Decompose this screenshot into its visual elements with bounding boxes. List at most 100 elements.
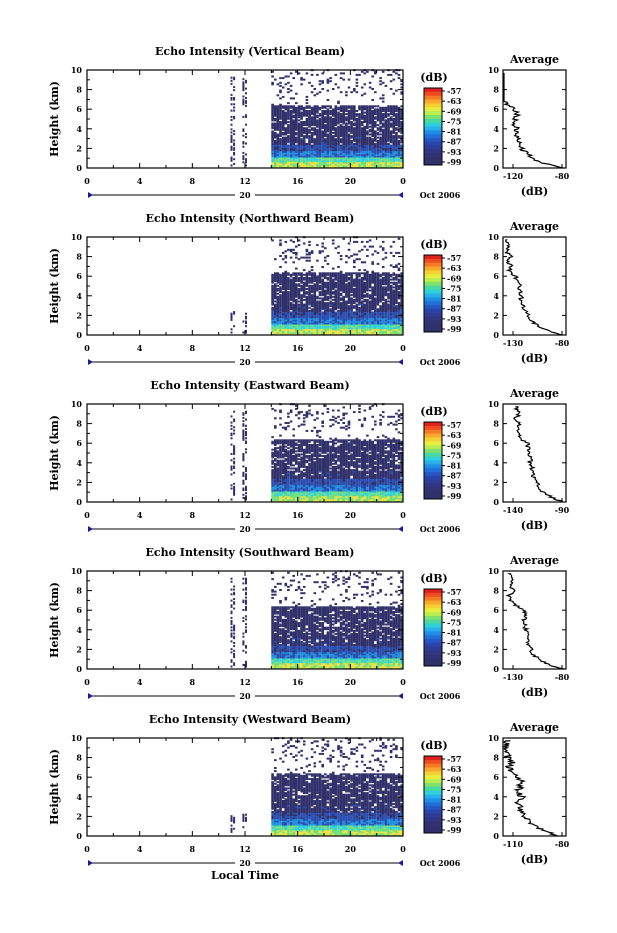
heatmap-cell [233, 430, 235, 432]
heatmap-cell [231, 146, 233, 148]
heatmap-cell [231, 488, 233, 490]
colorbar-band [424, 267, 442, 271]
heatmap-cell [306, 411, 309, 413]
colorbar-band [424, 286, 442, 290]
heatmap-cell [364, 246, 367, 248]
heatmap-cell [279, 439, 282, 441]
heatmap-cell [233, 483, 235, 485]
heatmap-cell [345, 113, 348, 115]
x-tick-label: 16 [292, 343, 304, 353]
heatmap-cell [337, 112, 340, 114]
heatmap-cell [385, 107, 388, 109]
heatmap-cell [306, 105, 309, 107]
heatmap-cell [332, 135, 335, 137]
heatmap-cell [245, 88, 247, 90]
heatmap-cell [316, 129, 319, 131]
heatmap-cell [348, 126, 351, 128]
y-tick-label: 2 [76, 143, 82, 153]
heatmap-cell [285, 439, 288, 441]
heatmap-cell [245, 325, 247, 327]
heatmap-cell [374, 116, 377, 118]
avg-y-tick-label: 0 [493, 330, 499, 340]
heatmap-cell [298, 425, 301, 427]
heatmap-cell [282, 439, 285, 441]
colorbar-tick-label: -93 [447, 314, 462, 324]
heatmap-cell [393, 135, 396, 137]
heatmap-cell [335, 74, 338, 76]
heatmap-cell [233, 461, 235, 463]
panel-title: Echo Intensity (Vertical Beam) [155, 45, 345, 58]
heatmap-cell [332, 302, 335, 304]
heatmap-cell [348, 79, 351, 81]
heatmap-cells [231, 69, 404, 168]
y-tick-label: 0 [76, 163, 82, 173]
heatmap-cell [245, 428, 247, 430]
heatmap-cell [353, 105, 356, 107]
heatmap-cell [369, 87, 372, 89]
heatmap-cell [287, 91, 290, 93]
heatmap-cell [327, 263, 330, 265]
heatmap-cell [274, 425, 277, 427]
heatmap-cell [298, 119, 301, 121]
colorbar-band [424, 305, 442, 309]
avg-y-tick-label: 6 [493, 104, 499, 114]
colorbar-tick-label: -57 [447, 86, 461, 96]
heatmap-cell [282, 453, 285, 455]
heatmap-cell [290, 274, 293, 276]
heatmap-cell [245, 451, 247, 453]
avg-y-tick-label: 10 [488, 65, 500, 75]
heatmap-cell [300, 411, 303, 413]
heatmap-cell [242, 141, 244, 143]
heatmap-cell [295, 268, 298, 270]
colorbar-band [424, 290, 442, 294]
heatmap-cell [233, 97, 235, 99]
heatmap-cell [298, 461, 301, 463]
heatmap-cell [303, 299, 306, 301]
heatmap-cell [306, 439, 309, 441]
date-span-arrow-left [88, 359, 93, 365]
heatmap-cell [290, 312, 293, 314]
heatmap-cell [282, 110, 285, 112]
panel-title: Echo Intensity (Northward Beam) [146, 212, 355, 225]
heatmap-cell [369, 129, 372, 131]
heatmap-cell [308, 310, 311, 312]
heatmap-cell [290, 257, 293, 259]
heatmap-cell [311, 250, 314, 252]
heatmap-cell [353, 88, 356, 90]
heatmap-cell [316, 301, 319, 303]
heatmap-cell [300, 83, 303, 85]
heatmap-cell [233, 325, 235, 327]
heatmap-cell [292, 252, 295, 254]
heatmap-cell [274, 132, 277, 134]
heatmap-cell [290, 421, 293, 423]
heatmap-cell [287, 450, 290, 452]
heatmap-cell [382, 82, 385, 84]
heatmap-cell [279, 417, 282, 419]
heatmap-cell [295, 447, 298, 449]
heatmap-cell [306, 272, 309, 274]
heatmap-cell [364, 282, 367, 284]
heatmap-cell [308, 285, 311, 287]
heatmap-cell [271, 285, 274, 287]
heatmap-cell [245, 437, 247, 439]
heatmap-cell [303, 449, 306, 451]
heatmap-cell [287, 291, 290, 293]
heatmap-cell [245, 100, 247, 102]
heatmap-cell [353, 254, 356, 256]
heatmap-cell [316, 74, 319, 76]
heatmap-cell [364, 83, 367, 85]
heatmap-cell [279, 286, 282, 288]
heatmap-cell [366, 71, 369, 73]
colorbar-band [424, 317, 442, 321]
heatmap-cell [300, 471, 303, 473]
heatmap-cell [231, 313, 233, 315]
heatmap-cell [271, 104, 274, 106]
heatmap-cell [387, 304, 390, 306]
heatmap-cell [300, 453, 303, 455]
heatmap-cell [321, 272, 324, 274]
heatmap-cell [282, 96, 285, 98]
heatmap-cell [379, 274, 382, 276]
heatmap-cell [356, 85, 359, 87]
heatmap-cell [316, 275, 319, 277]
heatmap-cell [374, 91, 377, 93]
